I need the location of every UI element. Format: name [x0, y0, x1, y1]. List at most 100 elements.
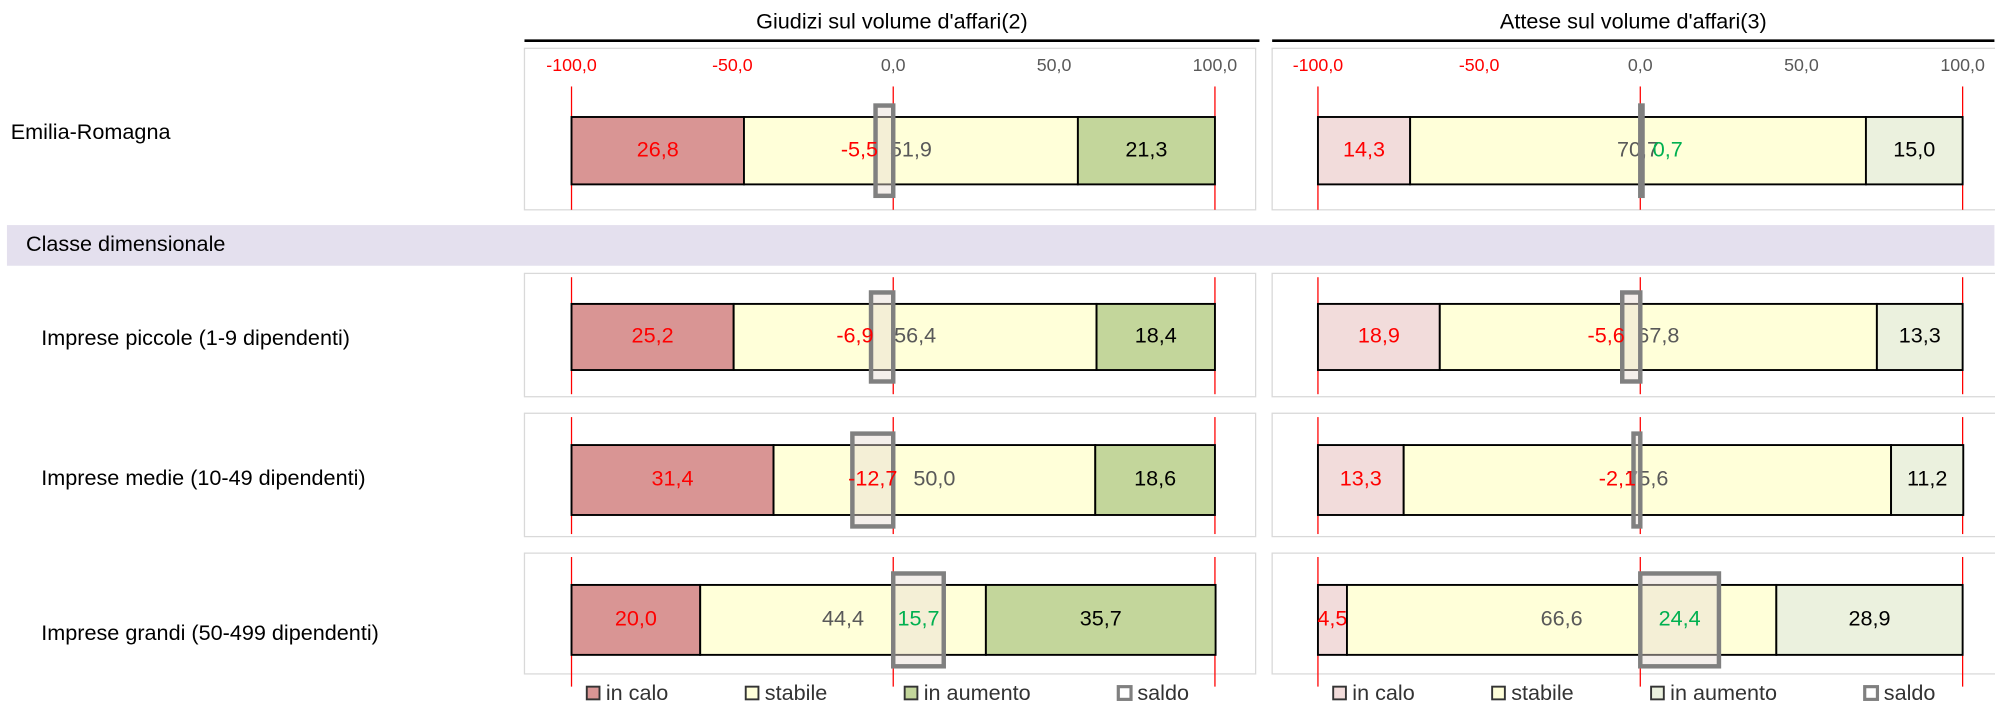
x-tick-label: 100,0 [1193, 55, 1238, 75]
data-label: 13,3 [1340, 466, 1382, 491]
saldo-box [1631, 431, 1643, 529]
data-label: 51,9 [890, 136, 932, 161]
row-label: Imprese piccole (1-9 dipendenti) [41, 325, 350, 350]
saldo-box [891, 571, 946, 669]
bar-segment [743, 116, 1079, 186]
legend-label: in aumento [1670, 680, 1777, 705]
legend-label: in calo [1352, 680, 1414, 705]
panel-title: Giudizi sul volume d'affari(2) [756, 9, 1028, 34]
data-label: 56,4 [894, 323, 936, 348]
row-frame [1271, 412, 1995, 538]
x-tick-label: 0,0 [881, 55, 906, 75]
bar-segment [1890, 444, 1965, 516]
bar-segment [1409, 116, 1867, 186]
legend-swatch [1332, 685, 1347, 701]
section-band [6, 225, 1995, 266]
data-label: 28,9 [1848, 606, 1890, 631]
x-tick-label: 50,0 [1784, 55, 1819, 75]
saldo-box [1638, 103, 1645, 199]
data-label: 15,0 [1893, 136, 1935, 161]
data-label: 70,7 [1617, 136, 1659, 161]
bar-segment [732, 302, 1098, 371]
legend-label: in calo [606, 680, 668, 705]
bar-segment [1345, 583, 1778, 656]
x-tick-label: 0,0 [1628, 55, 1653, 75]
bar-segment [1316, 444, 1405, 516]
saldo-box [873, 103, 896, 199]
saldo-label: 0,7 [1653, 136, 1683, 161]
bar-segment [772, 444, 1097, 516]
bar-segment [984, 583, 1217, 656]
row-frame [1271, 47, 1995, 211]
data-label: 66,6 [1541, 606, 1583, 631]
bar-segment [1402, 444, 1893, 516]
saldo-label: -6,9 [836, 323, 873, 348]
legend-swatch [1491, 685, 1506, 701]
saldo-box [1620, 290, 1643, 384]
data-label: 21,3 [1125, 136, 1167, 161]
row-label: Emilia-Romagna [11, 119, 172, 144]
legend-swatch [1863, 685, 1880, 701]
bar-segment [570, 444, 775, 516]
legend-swatch [903, 685, 919, 701]
x-tick-label: -100,0 [546, 55, 597, 75]
saldo-box [1638, 571, 1722, 669]
x-tick-label: -50,0 [1459, 55, 1500, 75]
legend-swatch [744, 685, 760, 701]
data-label: 13,3 [1899, 323, 1941, 348]
legend-swatch [1116, 685, 1133, 701]
legend-label: saldo [1884, 680, 1936, 705]
row-frame [523, 552, 1257, 675]
saldo-label: 15,7 [897, 606, 939, 631]
row-frame [523, 412, 1257, 538]
data-label: 31,4 [652, 466, 694, 491]
data-label: 20,0 [615, 606, 657, 631]
legend-swatch [585, 685, 601, 701]
bar-segment [570, 583, 702, 656]
x-tick-label: -50,0 [712, 55, 753, 75]
bar-segment [1875, 302, 1964, 371]
saldo-label: -5,6 [1588, 323, 1625, 348]
data-label: 25,2 [632, 323, 674, 348]
data-label: 18,9 [1358, 323, 1400, 348]
data-label: 4,5 [1317, 606, 1347, 631]
data-label: 67,8 [1637, 323, 1679, 348]
x-tick-label: 50,0 [1037, 55, 1072, 75]
data-label: 14,3 [1343, 136, 1385, 161]
saldo-label: -12,7 [848, 466, 897, 491]
row-frame [1271, 272, 1995, 398]
data-label: 11,2 [1907, 466, 1947, 491]
bar-segment [1438, 302, 1878, 371]
section-label: Classe dimensionale [26, 231, 225, 256]
row-frame [523, 47, 1257, 211]
saldo-box [868, 290, 896, 384]
data-label: 18,6 [1134, 466, 1176, 491]
bar-segment [699, 583, 987, 656]
bar-segment [1316, 583, 1348, 656]
bar-segment [1316, 116, 1412, 186]
legend-swatch [1650, 685, 1665, 701]
saldo-label: -5,5 [841, 136, 878, 161]
data-label: 35,7 [1080, 606, 1122, 631]
legend-label: in aumento [924, 680, 1031, 705]
x-tick-label: -100,0 [1293, 55, 1344, 75]
legend-label: saldo [1137, 680, 1189, 705]
data-label: 44,4 [822, 606, 864, 631]
legend-label: stabile [1511, 680, 1573, 705]
data-label: 18,4 [1135, 323, 1177, 348]
bar-segment [1864, 116, 1964, 186]
row-frame [1271, 552, 1995, 675]
data-label: 26,8 [637, 136, 679, 161]
bar-segment [1094, 444, 1216, 516]
bar-segment [1316, 302, 1441, 371]
row-label: Imprese grandi (50-499 dipendenti) [41, 620, 379, 645]
saldo-label: -2,1 [1599, 466, 1636, 491]
panel-title: Attese sul volume d'affari(3) [1500, 9, 1767, 34]
saldo-label: 24,4 [1659, 606, 1701, 631]
data-label: 50,0 [913, 466, 955, 491]
row-frame [523, 272, 1257, 398]
saldo-box [850, 431, 896, 529]
bar-segment [1076, 116, 1216, 186]
